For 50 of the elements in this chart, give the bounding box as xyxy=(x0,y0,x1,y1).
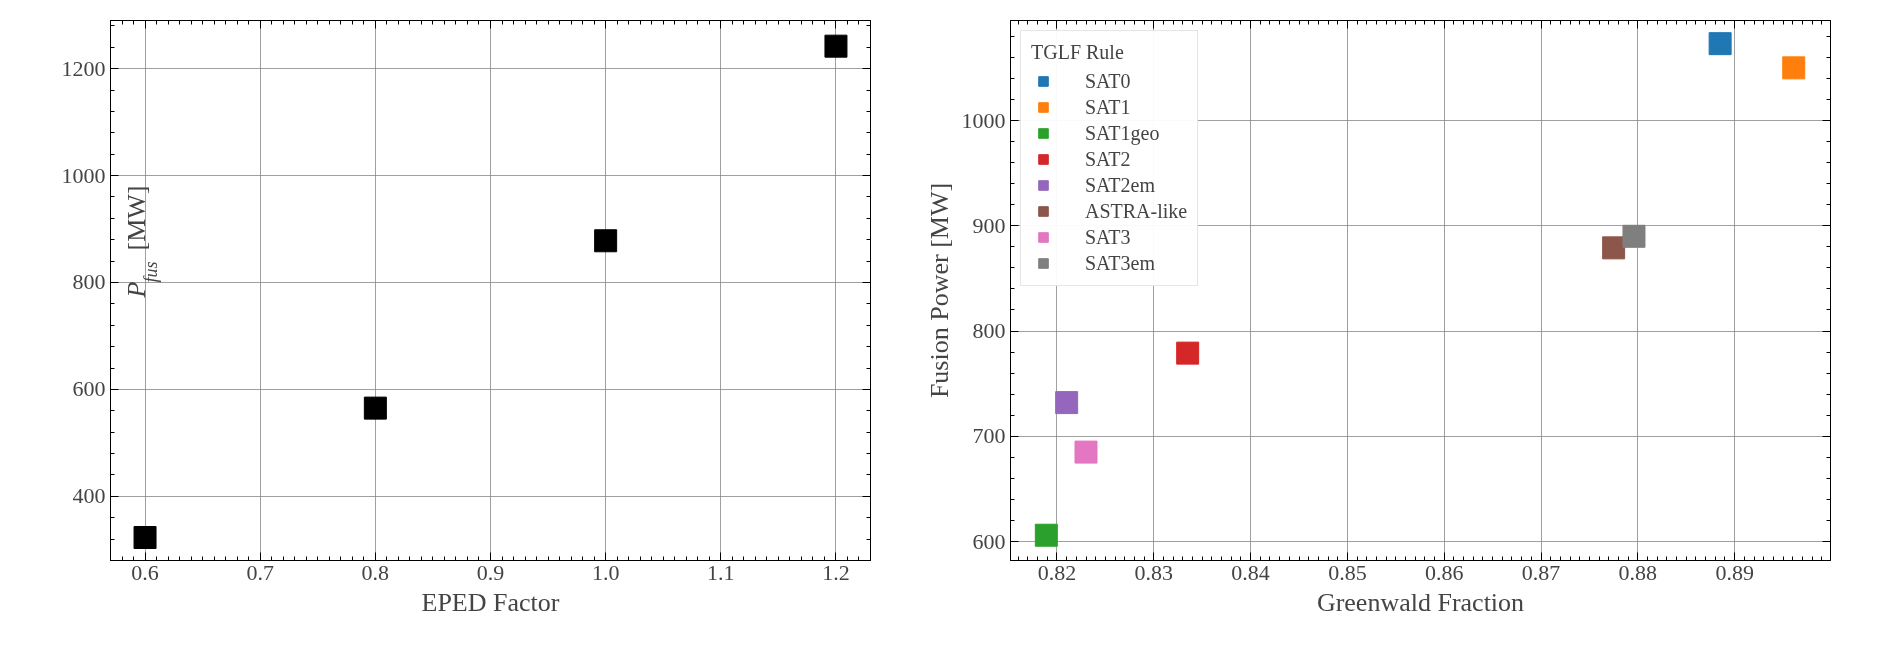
point xyxy=(1708,32,1732,56)
y-tick-label: 400 xyxy=(72,483,106,509)
point xyxy=(1622,224,1646,248)
y-tick-label: 800 xyxy=(72,269,106,295)
legend-label: ASTRA-like xyxy=(1085,199,1188,223)
x-axis-title: Greenwald Fraction xyxy=(1316,587,1525,617)
legend-label: SAT2em xyxy=(1085,173,1155,197)
legend-label: SAT3em xyxy=(1085,251,1155,275)
y-tick-label: 600 xyxy=(72,376,106,402)
x-tick-label: 0.83 xyxy=(1134,559,1174,585)
y-tick-label: 700 xyxy=(972,423,1006,449)
point xyxy=(594,229,618,253)
x-tick-label: 0.89 xyxy=(1715,559,1754,585)
point xyxy=(1034,523,1058,547)
x-tick-label: 0.82 xyxy=(1037,559,1077,585)
x-tick-label: 0.8 xyxy=(361,559,390,585)
point xyxy=(1782,56,1806,80)
point xyxy=(133,526,157,550)
legend-label: SAT0 xyxy=(1085,69,1131,93)
y-tick-label: 1000 xyxy=(961,107,1006,133)
legend-label: SAT1 xyxy=(1085,95,1131,119)
x-tick-label: 0.9 xyxy=(476,559,505,585)
point xyxy=(824,34,848,58)
x-tick-label: 0.88 xyxy=(1618,559,1658,585)
y-axis-title: Pfus [MW] xyxy=(121,185,161,299)
point xyxy=(1074,440,1098,464)
point xyxy=(1176,341,1200,365)
y-tick-label: 600 xyxy=(972,528,1006,554)
y-axis-title: Fusion Power [MW] xyxy=(924,182,954,399)
point xyxy=(1055,391,1079,415)
x-tick-label: 0.86 xyxy=(1424,559,1464,585)
x-tick-label: 0.6 xyxy=(131,559,159,585)
x-tick-label: 1.2 xyxy=(822,559,850,585)
legend-label: SAT3 xyxy=(1085,225,1131,249)
y-tick-label: 1200 xyxy=(61,55,106,81)
legend-label: SAT2 xyxy=(1085,147,1131,171)
x-tick-label: 0.87 xyxy=(1521,559,1561,585)
legend-label: SAT1geo xyxy=(1085,121,1160,145)
x-tick-label: 1.0 xyxy=(591,559,620,585)
y-tick-label: 1000 xyxy=(61,162,106,188)
legend-title: TGLF Rule xyxy=(1031,41,1125,64)
x-tick-label: 1.1 xyxy=(707,559,735,585)
x-tick-label: 0.85 xyxy=(1328,559,1367,585)
x-tick-label: 0.84 xyxy=(1231,559,1270,585)
point xyxy=(1602,236,1626,260)
y-tick-label: 800 xyxy=(972,318,1006,344)
x-axis-title: EPED Factor xyxy=(421,587,560,617)
x-tick-label: 0.7 xyxy=(246,559,274,585)
point xyxy=(363,396,387,420)
y-tick-label: 900 xyxy=(972,212,1006,238)
